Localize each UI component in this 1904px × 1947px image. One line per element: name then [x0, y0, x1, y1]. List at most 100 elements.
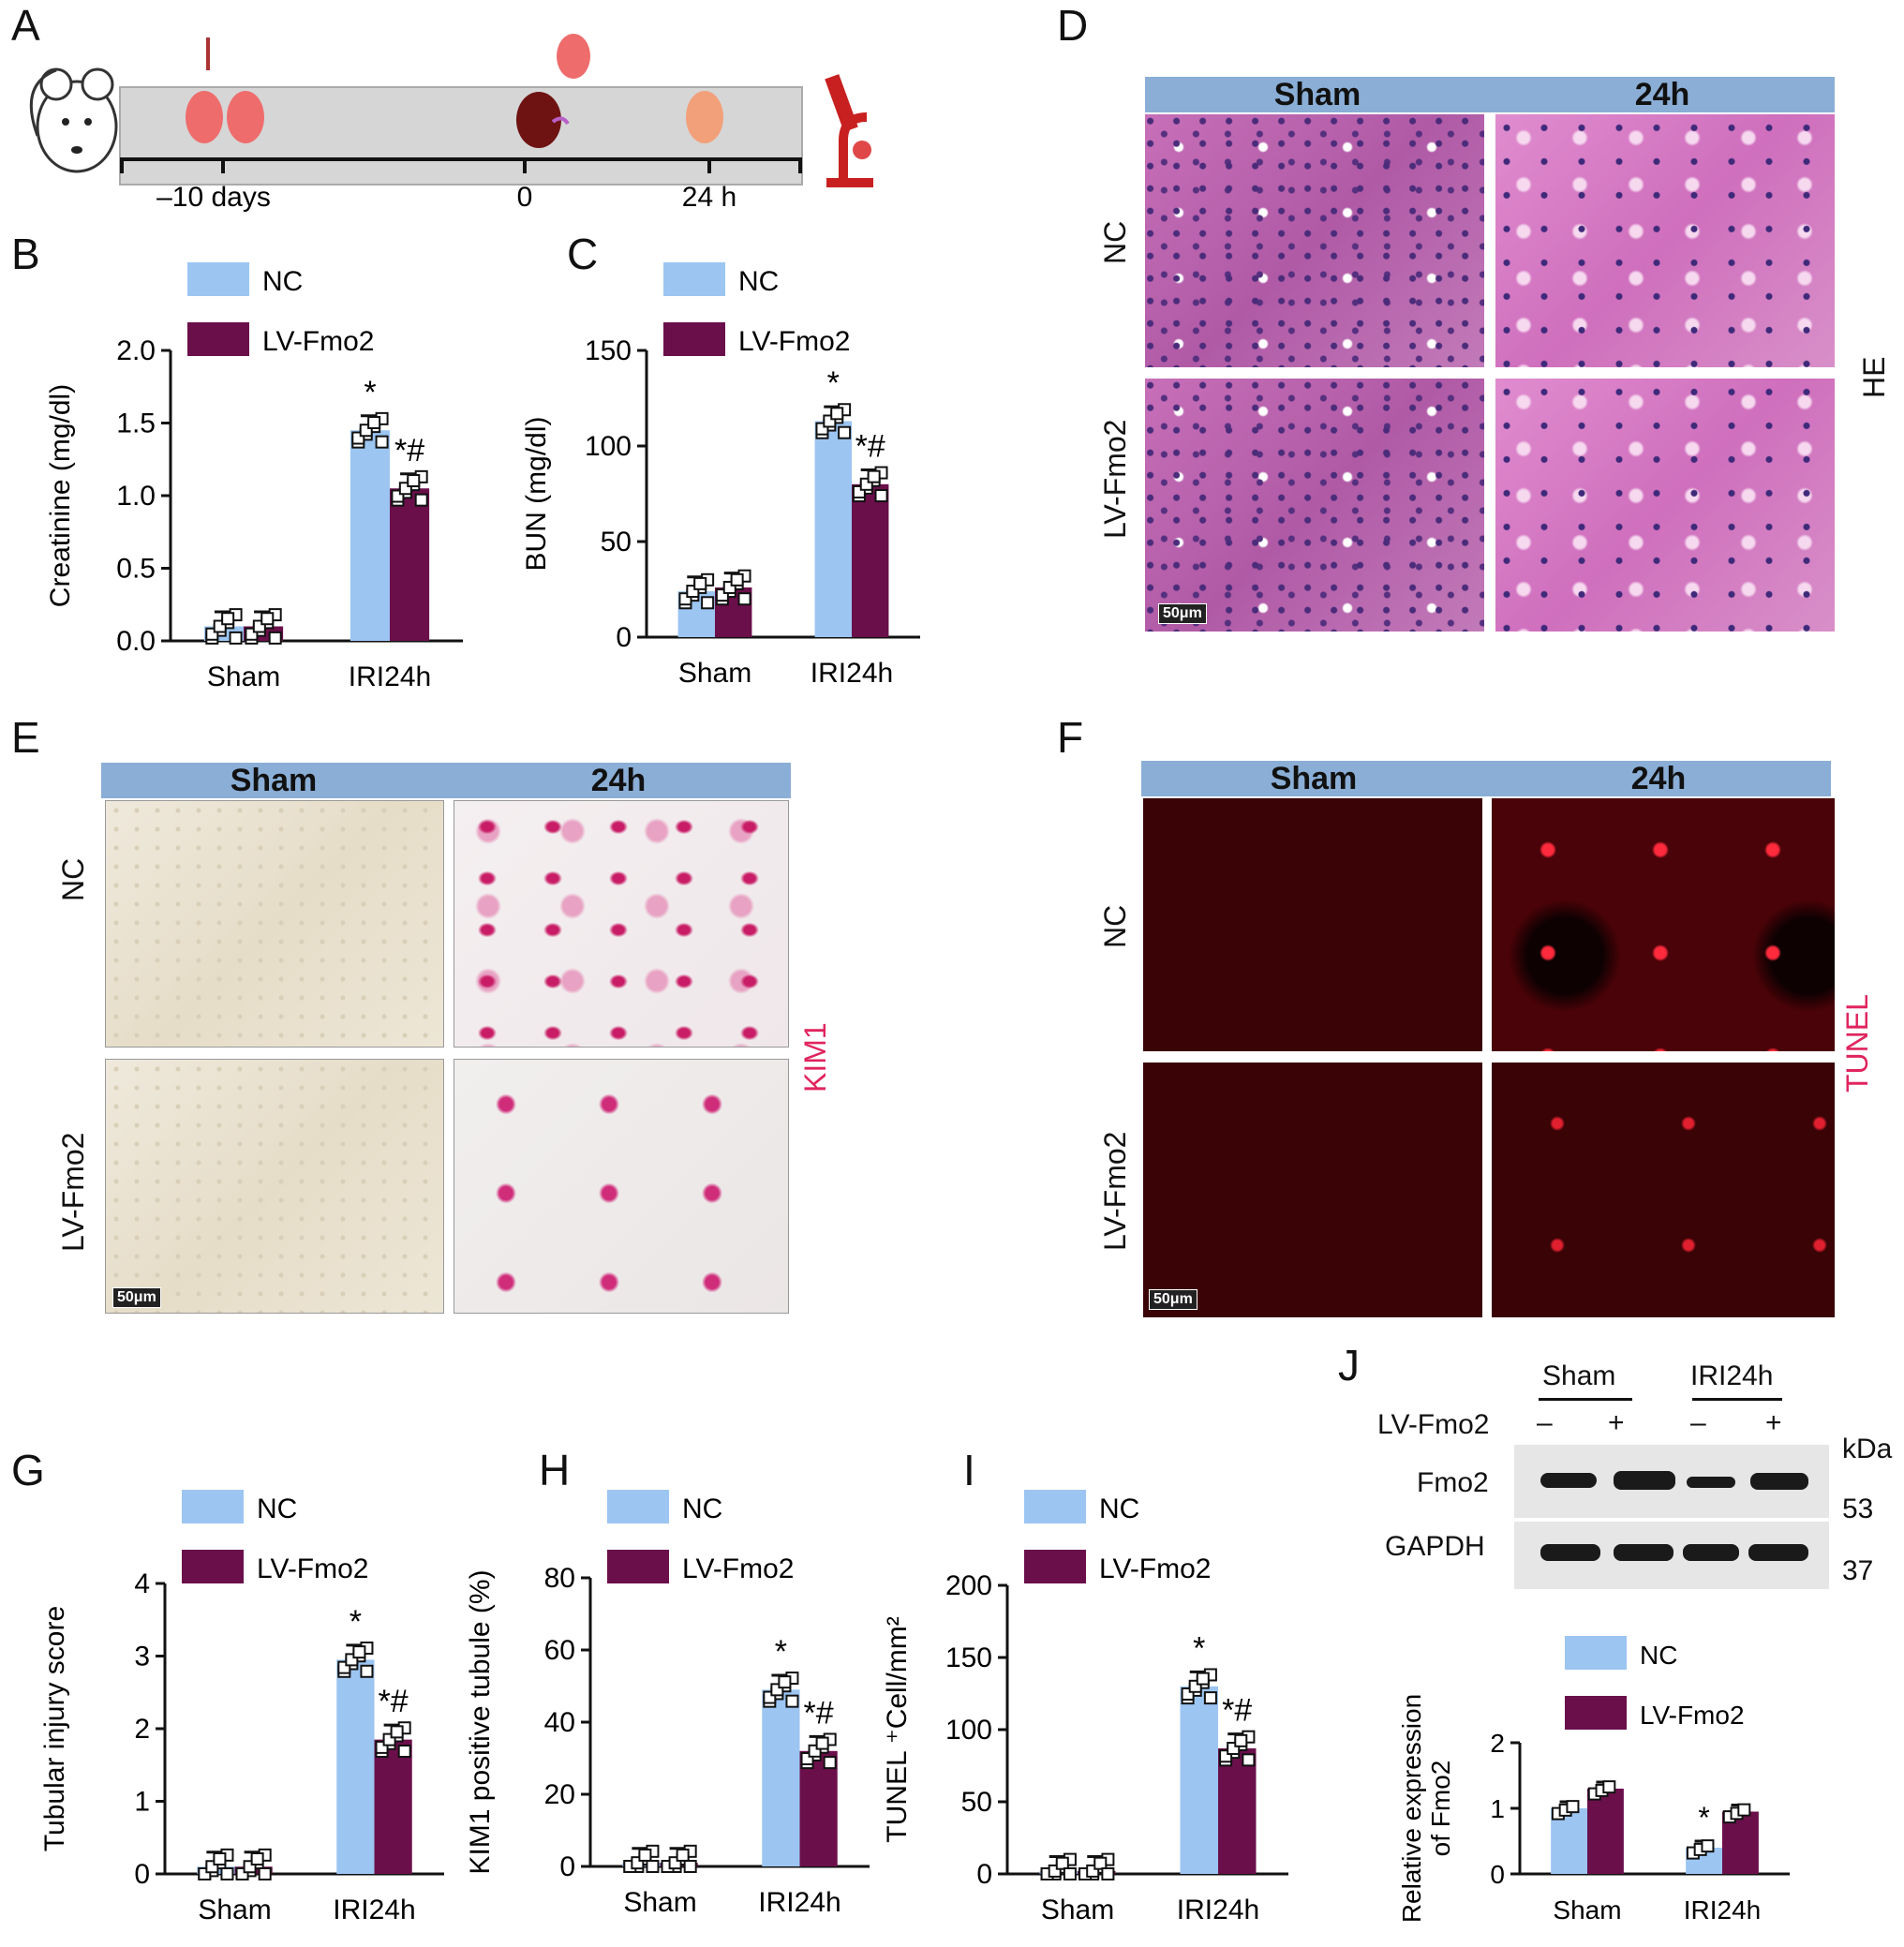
y-tick-label: 0 [976, 1859, 992, 1890]
y-tick-label: 100 [945, 1715, 992, 1746]
legend-swatch [182, 1490, 244, 1523]
kim1-row-nc: NC [56, 857, 90, 901]
legend-label: NC [1099, 1494, 1139, 1524]
legend-label: NC [738, 266, 779, 297]
y-tick-label: 2.0 [116, 335, 156, 366]
mouse-icon [29, 67, 118, 173]
panel-label-d: D [1057, 1, 1089, 50]
y-tick-label: 150 [945, 1642, 992, 1673]
x-tick-label: IRI24h [1177, 1895, 1259, 1925]
x-tick-label: IRI24h [333, 1895, 415, 1925]
he-scale-bar: 50μm [1158, 603, 1207, 624]
significance-mark: * [350, 1604, 362, 1640]
bar-lv-fmo2-iri24h [799, 1750, 838, 1866]
x-tick-label: IRI24h [1684, 1895, 1762, 1925]
y-tick-label: 0 [616, 622, 632, 653]
panel-label-h: H [539, 1446, 571, 1494]
bar-nc-iri24h [814, 421, 852, 637]
y-tick-label: 1.5 [116, 409, 156, 439]
blot-sign-4: + [1765, 1407, 1782, 1438]
he-header-sham: Sham [1273, 77, 1361, 112]
kim1-lv-sham [105, 1059, 444, 1314]
timeline-label-minus10: –10 days [156, 182, 271, 213]
kim1-row-lv: LV-Fmo2 [56, 1132, 90, 1252]
x-tick-label: Sham [678, 658, 751, 689]
y-tick-label: 2 [134, 1714, 150, 1745]
blot-kda-53: 53 [1842, 1494, 1874, 1524]
bar-lv-fmo2-iri24h [1218, 1748, 1257, 1874]
bar-lv-fmo2-sham [1587, 1789, 1624, 1874]
significance-mark: *# [1222, 1693, 1252, 1729]
blot-group-sham: Sham [1542, 1360, 1616, 1391]
legend-swatch [1565, 1636, 1627, 1670]
legend-label: LV-Fmo2 [682, 1553, 795, 1584]
significance-mark: *# [855, 429, 885, 465]
blot-row-gapdh: GAPDH [1385, 1531, 1485, 1562]
panel-label-a: A [11, 1, 40, 50]
y-tick-label: 0 [559, 1851, 575, 1882]
y-tick-label: 200 [945, 1570, 992, 1601]
injured-kidney-icon [516, 34, 590, 148]
tunel-lv-sham [1143, 1063, 1482, 1317]
significance-mark: *# [394, 433, 424, 468]
kim1-header-24h: 24h [590, 763, 647, 798]
chart-h: 0 20 40 60 80 KIM1 positive tubule (%) Sham * *#… [465, 1490, 870, 1918]
significance-mark: *# [379, 1684, 409, 1719]
bar-lv-fmo2-iri24h [374, 1739, 412, 1874]
panel-label-e: E [11, 713, 40, 762]
blot-sign-2: + [1608, 1407, 1625, 1438]
legend-swatch [663, 262, 725, 296]
timeline-label-24h: 24 h [682, 182, 736, 213]
significance-mark: * [827, 365, 840, 401]
tunel-header-24h: 24h [1630, 761, 1687, 796]
panel-label-g: G [11, 1446, 45, 1494]
he-header-24h: 24h [1634, 77, 1690, 112]
he-lv-24h [1495, 379, 1835, 632]
timeline-diagram: –10 days 0 24 h [29, 34, 873, 213]
blot-kda-37: 37 [1842, 1555, 1874, 1586]
chart-g: 0 1 2 3 4 Tubular injury score Sham * *# IRI24h NC… [39, 1490, 444, 1925]
microscope-icon [825, 74, 873, 187]
y-tick-label: 20 [544, 1779, 575, 1810]
blot-sign-3: – [1690, 1407, 1706, 1438]
blot-group-iri: IRI24h [1690, 1360, 1774, 1391]
y-axis-label: TUNEL ⁺Cell/mm² [882, 1616, 913, 1842]
y-tick-label: 4 [134, 1568, 150, 1599]
panel-label-i: I [963, 1446, 975, 1494]
tunel-nc-24h [1492, 798, 1835, 1051]
he-col-header: Sham 24h [1145, 77, 1835, 112]
tunel-row-nc: NC [1098, 904, 1132, 948]
y-axis-label: Creatinine (mg/dl) [45, 384, 76, 607]
blot-treatment-label: LV-Fmo2 [1377, 1409, 1490, 1440]
y-tick-label: 1 [134, 1787, 150, 1818]
chart-b: 0.0 0.5 1.0 1.5 2.0 Creatinine (mg/dl) Sham * *#… [45, 262, 463, 692]
y-tick-label: 2 [1490, 1729, 1505, 1758]
bar-nc-iri24h [336, 1659, 375, 1874]
kim1-stain-label: KIM1 [798, 1022, 832, 1092]
legend-swatch [663, 322, 725, 356]
x-tick-label: IRI24h [349, 661, 431, 692]
x-tick-label: Sham [1553, 1895, 1621, 1925]
kim1-lv-24h [454, 1059, 789, 1314]
bar-nc-iri24h [762, 1689, 800, 1866]
tunel-row-lv: LV-Fmo2 [1098, 1131, 1132, 1251]
legend-swatch [1024, 1490, 1086, 1523]
y-tick-label: 0 [134, 1859, 150, 1890]
legend-swatch [1565, 1696, 1627, 1730]
kim1-header-sham: Sham [230, 763, 318, 798]
significance-mark: * [775, 1634, 787, 1670]
legend-label: LV-Fmo2 [1099, 1553, 1212, 1584]
tunel-stain-label: TUNEL [1840, 994, 1874, 1092]
y-tick-label: 3 [134, 1642, 150, 1672]
y-tick-label: 50 [961, 1787, 992, 1818]
bar-nc-iri24h [1180, 1686, 1218, 1874]
y-axis-label: BUN (mg/dl) [521, 416, 552, 571]
legend-swatch [1024, 1550, 1086, 1583]
y-tick-label: 0.0 [116, 626, 156, 657]
legend-swatch [187, 322, 249, 356]
y-tick-label: 60 [544, 1635, 575, 1666]
tunel-lv-24h [1492, 1063, 1835, 1317]
panel-label-c: C [567, 230, 599, 278]
kim1-nc-sham [105, 800, 444, 1048]
he-lv-sham [1145, 379, 1484, 632]
